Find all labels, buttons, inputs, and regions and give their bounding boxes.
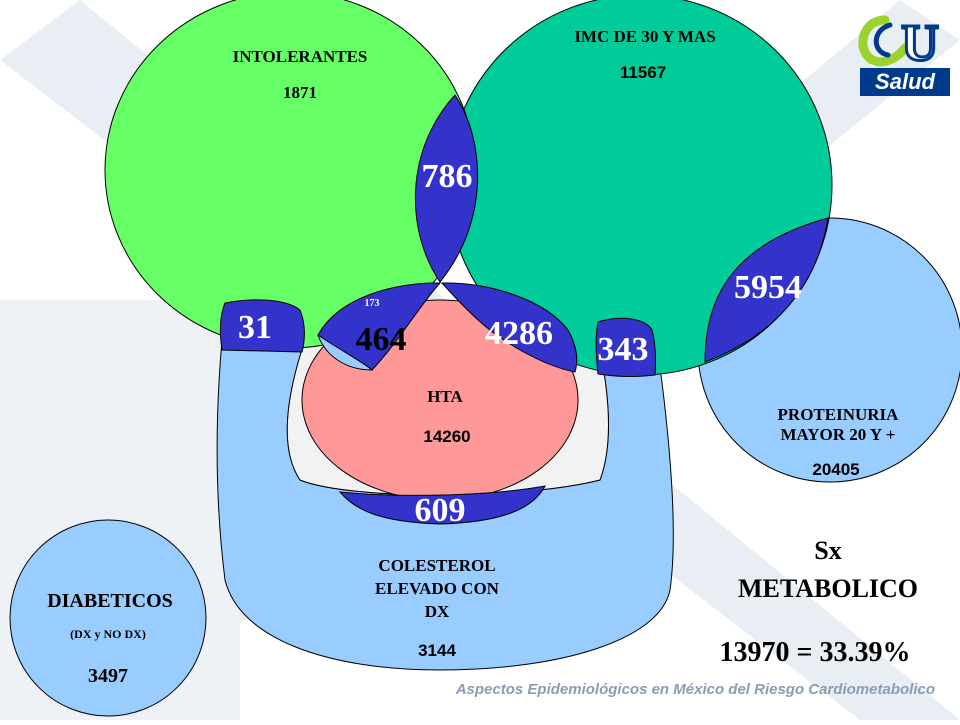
intersection-intolerantes-imc-value: 786	[422, 158, 473, 195]
logo-letter: U	[901, 15, 939, 72]
intersection-hta-colesterol-value: 609	[415, 492, 466, 529]
intersection-imc-hta-value: 4286	[485, 315, 553, 352]
colesterol-value: 3144	[418, 641, 456, 660]
summary-line1: Sx	[814, 536, 841, 565]
overlap-hta-colesterol	[338, 485, 546, 525]
overlap-imc-hta	[440, 282, 578, 373]
intersection-intolerantes-hta-small-value: 173	[365, 298, 380, 309]
summary-line2: METABOLICO	[738, 574, 918, 603]
intolerantes-label: INTOLERANTES	[233, 47, 368, 66]
salud-logo: U Salud	[858, 14, 950, 96]
proteinuria-label-line2: MAYOR 20 Y +	[781, 425, 896, 444]
overlap-intolerantes-imc	[414, 94, 479, 283]
logo-word: Salud	[875, 69, 935, 94]
hta-label: HTA	[427, 387, 463, 406]
intersection-intolerantes-colesterol-value: 31	[238, 309, 272, 346]
footer-text: Aspectos Epidemiológicos en México del R…	[455, 681, 935, 698]
diabeticos-circle	[9, 519, 207, 717]
diabeticos-label: DIABETICOS	[47, 590, 173, 612]
hta-value: 14260	[423, 427, 470, 446]
overlap-intolerantes-hta-colesterol	[317, 333, 374, 371]
imc-label: IMC DE 30 Y MAS	[574, 27, 715, 46]
proteinuria-value: 20405	[812, 460, 859, 479]
intersection-imc-proteinuria-value: 5954	[734, 269, 802, 306]
intolerantes-value: 1871	[283, 83, 317, 102]
overlap-imc-colesterol	[595, 317, 657, 378]
colesterol-label-line1: COLESTEROL	[378, 556, 495, 575]
imc-value: 11567	[620, 63, 666, 82]
summary-result: 13970 = 33.39%	[720, 637, 911, 668]
proteinuria-label-line1: PROTEINURIA	[778, 405, 900, 424]
overlap-imc-proteinuria	[704, 217, 829, 363]
colesterol-label-line3: DX	[425, 602, 450, 621]
intersection-intolerantes-hta-value: 464	[356, 321, 407, 358]
intersection-imc-colesterol-value: 343	[598, 331, 649, 368]
overlap-intolerantes-colesterol	[219, 299, 305, 353]
colesterol-label-line2: ELEVADO CON	[375, 579, 500, 598]
diabeticos-value: 3497	[88, 665, 128, 687]
diabeticos-sublabel: (DX y NO DX)	[70, 627, 146, 641]
